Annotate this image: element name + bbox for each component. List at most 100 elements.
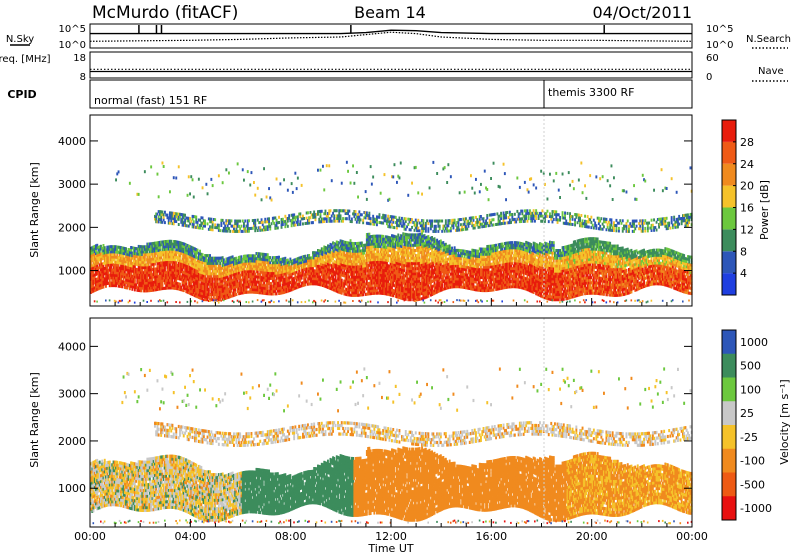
power-cell	[195, 215, 198, 219]
power-cell	[211, 228, 214, 232]
power-cell	[137, 286, 140, 290]
power-cell	[317, 168, 319, 172]
power-cell	[117, 276, 120, 280]
power-cell	[204, 222, 206, 226]
power-cell	[205, 182, 208, 186]
power-cell	[112, 265, 115, 269]
power-cell	[120, 246, 122, 250]
power-cell	[91, 290, 94, 294]
power-cell	[91, 246, 94, 250]
power-cell	[290, 224, 293, 228]
power-cell	[90, 280, 92, 284]
power-cell	[300, 183, 303, 187]
power-cell	[243, 222, 245, 226]
power-cell	[101, 254, 104, 258]
power-cell	[115, 266, 117, 270]
power-cell	[92, 263, 95, 267]
power-cell	[161, 281, 164, 285]
power-cell	[204, 219, 206, 223]
power-cell	[126, 271, 129, 274]
power-cell	[368, 211, 371, 215]
power-cell	[115, 245, 117, 249]
power-cell	[394, 215, 397, 219]
power-cell	[100, 260, 102, 264]
power-cell	[111, 247, 114, 251]
power-cell	[128, 284, 131, 288]
power-cell	[98, 279, 101, 282]
power-cell	[118, 279, 121, 283]
power-cell	[93, 263, 96, 267]
power-cell	[116, 266, 119, 270]
power-cell	[110, 250, 112, 254]
power-cell	[123, 249, 126, 253]
power-cell	[97, 251, 100, 254]
power-cell	[357, 195, 359, 199]
power-cell	[123, 262, 126, 266]
power-cell	[275, 292, 278, 296]
power-cell	[112, 276, 115, 280]
power-cell	[177, 165, 180, 169]
power-cell	[256, 299, 259, 302]
power-cell	[350, 220, 353, 224]
power-cell	[91, 285, 94, 289]
power-cell	[184, 221, 186, 225]
power-cell	[348, 214, 351, 218]
power-cell	[131, 274, 134, 278]
noise-spikes	[138, 25, 605, 34]
power-cell	[192, 195, 195, 199]
power-cell	[105, 279, 107, 283]
cpid-label: CPID	[7, 88, 36, 101]
power-cell	[122, 259, 125, 263]
power-cell	[187, 175, 190, 179]
power-cell	[210, 274, 213, 278]
power-cell	[349, 181, 352, 185]
power-cell	[241, 229, 244, 233]
freq-right-tick-bottom: 0	[706, 72, 712, 83]
power-cell	[107, 271, 110, 275]
power-cell	[108, 266, 111, 270]
power-cell	[90, 262, 92, 266]
power-cell	[116, 276, 119, 280]
power-cell	[96, 246, 99, 250]
power-cell	[106, 250, 109, 254]
power-cell	[248, 301, 250, 304]
power-cell	[314, 218, 317, 222]
power-cell	[136, 270, 139, 274]
power-cell	[137, 278, 140, 282]
power-cell	[122, 267, 125, 271]
power-cell	[133, 246, 136, 250]
power-cell	[106, 245, 109, 249]
power-cell	[130, 251, 132, 255]
power-cell	[105, 299, 107, 302]
power-cell	[95, 267, 97, 271]
power-cell	[102, 272, 105, 276]
power-cell	[100, 257, 102, 261]
power-cell	[379, 191, 382, 195]
power-cell	[93, 260, 96, 264]
power-cell	[160, 218, 163, 222]
power-cell	[120, 282, 122, 286]
power-cell	[196, 301, 199, 304]
power-cell	[266, 227, 269, 231]
power-cell	[96, 285, 99, 289]
power-cell	[98, 273, 101, 277]
cpid-panel: CPID normal (fast) 151 RF themis 3300 RF	[7, 79, 693, 109]
power-cell	[128, 299, 131, 302]
freq-left-tick-top: 18	[73, 53, 86, 64]
power-cell	[111, 278, 114, 282]
power-cell	[135, 270, 138, 274]
power-cell	[131, 264, 134, 268]
power-cell	[95, 252, 97, 256]
power-cell	[118, 256, 121, 260]
power-cell	[116, 255, 119, 259]
power-cell	[106, 271, 109, 275]
power-cell	[90, 249, 92, 253]
power-cell	[209, 269, 211, 273]
power-cell	[143, 255, 146, 259]
power-cell	[111, 260, 114, 264]
power-cell	[233, 227, 235, 231]
power-cell	[127, 273, 130, 277]
power-cell	[91, 264, 94, 268]
power-cell	[113, 247, 116, 251]
power-cell	[120, 251, 122, 255]
